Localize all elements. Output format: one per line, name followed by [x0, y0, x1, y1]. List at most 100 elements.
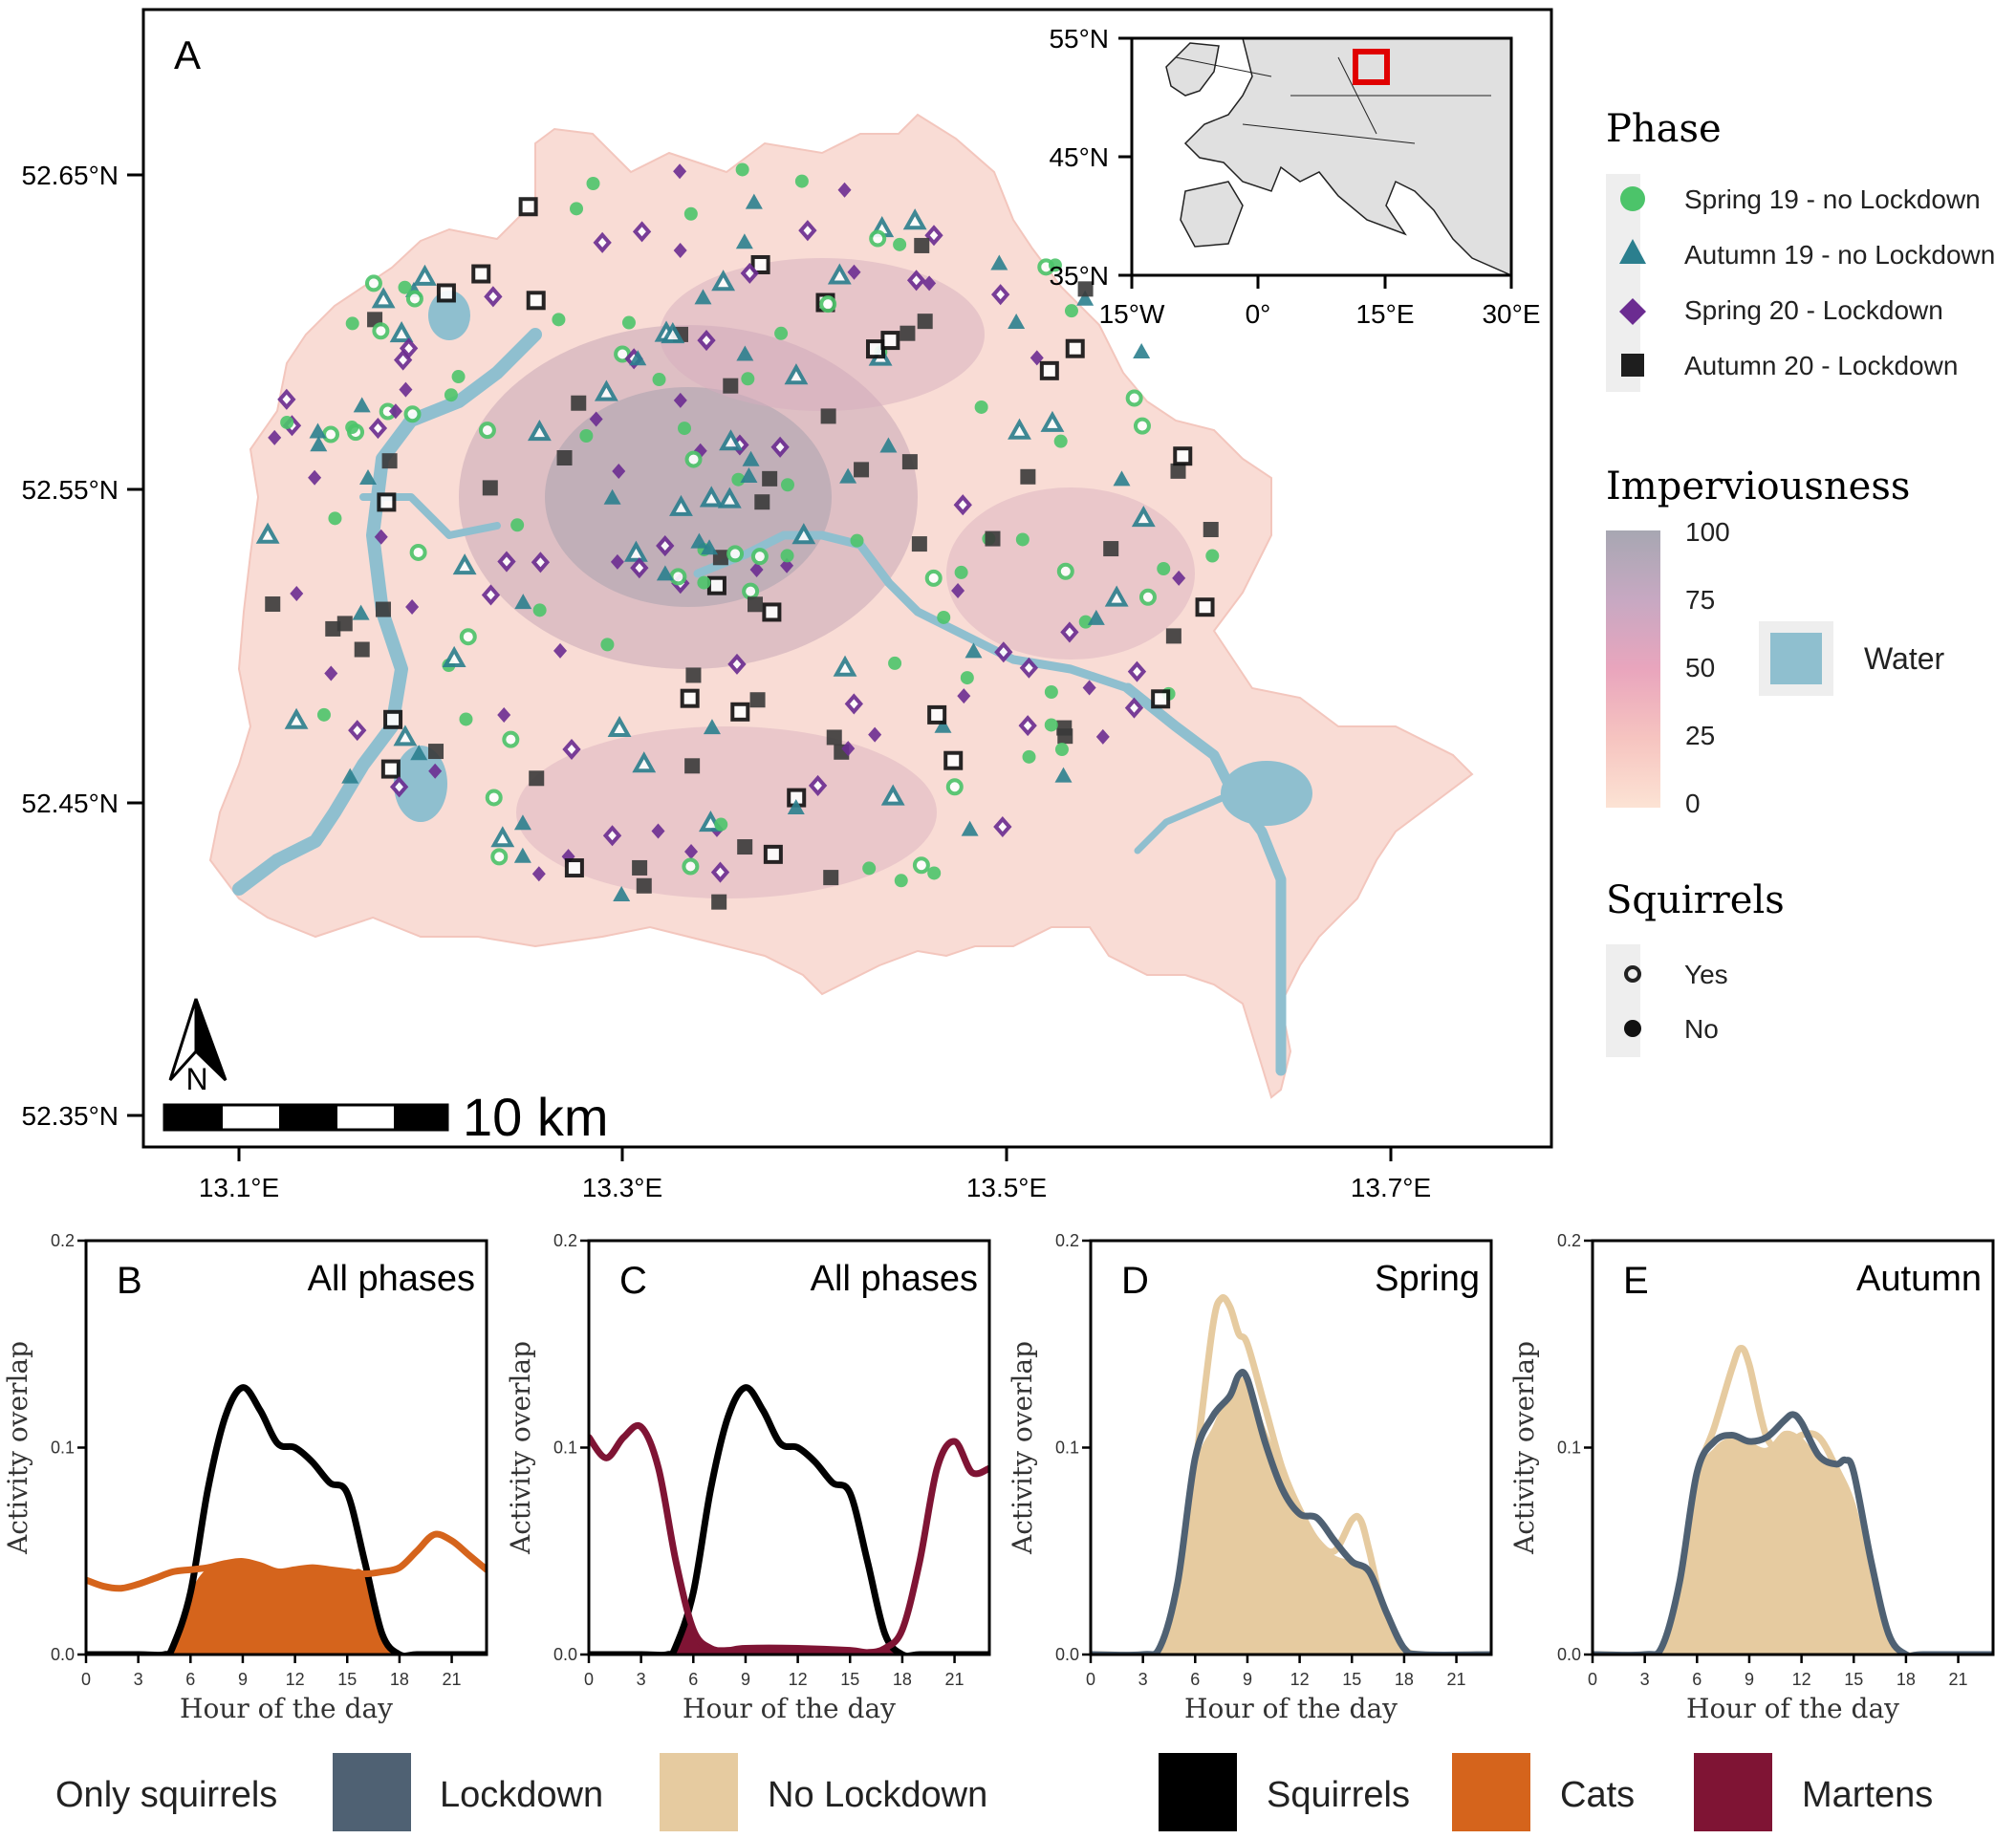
- x-tick-label: 0: [1086, 1670, 1095, 1689]
- site-marker-square: [265, 596, 281, 613]
- site-marker-circle: [1015, 532, 1030, 547]
- site-marker-triangle: [699, 486, 724, 508]
- site-marker-triangle: [701, 539, 719, 555]
- inset-lat-label: 35°N: [1049, 261, 1109, 291]
- panel-title: Autumn: [1856, 1259, 1982, 1299]
- y-tick-label: 0.2: [51, 1231, 75, 1250]
- site-marker-triangle: [629, 350, 647, 366]
- site-marker-circle: [1205, 549, 1220, 563]
- site-marker-square: [436, 283, 456, 303]
- x-tick-label: 21: [945, 1670, 965, 1689]
- site-marker-circle: [741, 372, 755, 386]
- lockdown-label: Lockdown: [440, 1775, 603, 1815]
- site-marker-diamond: [610, 553, 624, 570]
- scale-bar-segment: [394, 1105, 447, 1130]
- site-marker-square: [571, 395, 587, 411]
- phase-legend-item: Spring 19 - no Lockdown: [1684, 184, 1981, 214]
- x-tick-label: 15: [1342, 1670, 1361, 1689]
- phase-key-triangle: [1619, 239, 1646, 264]
- site-marker-circle: [405, 290, 423, 308]
- x-tick-label: 12: [1792, 1670, 1811, 1689]
- inset-lat-label: 55°N: [1049, 24, 1109, 54]
- lat-tick-label: 52.55°N: [22, 475, 119, 505]
- squirrels-label: Squirrels: [1267, 1775, 1410, 1815]
- site-marker-diamond: [589, 411, 603, 427]
- site-marker-circle: [532, 603, 547, 617]
- site-marker-triangle: [514, 594, 532, 610]
- site-marker-triangle: [934, 717, 952, 733]
- site-marker-diamond: [405, 599, 420, 616]
- y-tick-label: 0.0: [1557, 1645, 1581, 1664]
- site-marker-triangle: [827, 263, 852, 285]
- site-marker-square: [1103, 541, 1119, 557]
- site-marker-square: [985, 530, 1001, 547]
- y-tick-label: 0.2: [1055, 1231, 1079, 1250]
- site-marker-square: [685, 667, 702, 683]
- squirrels-legend-item: Yes: [1684, 960, 1728, 989]
- site-marker-circle: [893, 237, 907, 251]
- site-marker-square: [375, 601, 391, 617]
- site-marker-square: [632, 859, 648, 876]
- series-line-lockdown: [1091, 1368, 1491, 1655]
- site-marker-circle: [731, 472, 746, 487]
- site-marker-triangle: [669, 494, 693, 516]
- inset-lon-label: 30°E: [1482, 299, 1540, 329]
- scale-bar-label: 10 km: [463, 1087, 609, 1147]
- panel-a-label: A: [174, 32, 201, 77]
- lockdown-swatch: [333, 1753, 411, 1831]
- dahme-river: [1122, 682, 1287, 1076]
- squirrels-swatch: [1159, 1753, 1237, 1831]
- site-marker-square: [556, 450, 573, 466]
- site-marker-circle: [510, 518, 525, 532]
- site-marker-square: [1170, 463, 1186, 479]
- y-tick-label: 0.2: [1557, 1231, 1581, 1250]
- site-marker-square: [762, 602, 782, 622]
- site-marker-triangle: [632, 751, 657, 773]
- site-marker-circle: [927, 866, 942, 880]
- site-marker-circle: [345, 421, 359, 435]
- overlap-area: [1593, 1430, 1993, 1655]
- colorbar-tick-label: 50: [1685, 653, 1715, 682]
- x-tick-label: 15: [1844, 1670, 1863, 1689]
- urban-north: [660, 258, 985, 411]
- site-marker-triangle: [839, 467, 857, 484]
- site-marker-diamond: [837, 182, 852, 198]
- x-tick-label: 6: [688, 1670, 698, 1689]
- site-marker-triangle: [359, 469, 378, 486]
- site-marker-square: [1056, 720, 1073, 736]
- site-marker-circle: [316, 707, 331, 722]
- site-marker-square: [684, 758, 701, 774]
- y-tick-label: 0.0: [553, 1645, 577, 1664]
- x-tick-label: 15: [840, 1670, 859, 1689]
- site-marker-diamond: [630, 557, 649, 579]
- mueggelsee-lake: [1221, 761, 1312, 826]
- site-marker-square: [763, 844, 783, 864]
- site-marker-square: [1020, 468, 1036, 485]
- site-marker-triangle: [603, 488, 621, 505]
- squirrels-no-icon: [1624, 1020, 1641, 1037]
- site-marker-circle: [621, 315, 636, 330]
- plot-area: [1593, 1344, 1993, 1655]
- phase-legend-item: Autumn 19 - no Lockdown: [1684, 240, 1995, 270]
- site-marker-diamond: [388, 403, 402, 420]
- phase-legend-title: Phase: [1606, 107, 1722, 151]
- x-tick-label: 12: [1290, 1670, 1310, 1689]
- bottom-legend: Only squirrels Lockdown No Lockdown Squi…: [55, 1753, 1933, 1831]
- site-marker-square: [820, 408, 836, 424]
- panel-e: 0 3 6 9 12 15 18 21 0.0 0.1 0.2 Hour of the day Acti…: [1508, 1231, 1995, 1724]
- site-marker-circle: [459, 712, 473, 726]
- site-marker-diamond: [632, 221, 652, 243]
- y-tick-label: 0.0: [1055, 1645, 1079, 1664]
- site-marker-circle: [912, 856, 930, 875]
- y-axis-label: Activity overlap: [1007, 1341, 1038, 1555]
- camera-trap-sites: [255, 162, 1220, 910]
- site-marker-diamond: [727, 653, 747, 675]
- site-marker-diamond: [1060, 621, 1079, 643]
- site-marker-circle: [888, 656, 902, 670]
- overlap-area: [589, 1620, 989, 1655]
- site-marker-triangle: [717, 487, 742, 508]
- x-tick-label: 9: [238, 1670, 248, 1689]
- site-marker-square: [529, 770, 545, 787]
- water-label: Water: [1864, 641, 1945, 676]
- panel-title: Spring: [1375, 1259, 1480, 1299]
